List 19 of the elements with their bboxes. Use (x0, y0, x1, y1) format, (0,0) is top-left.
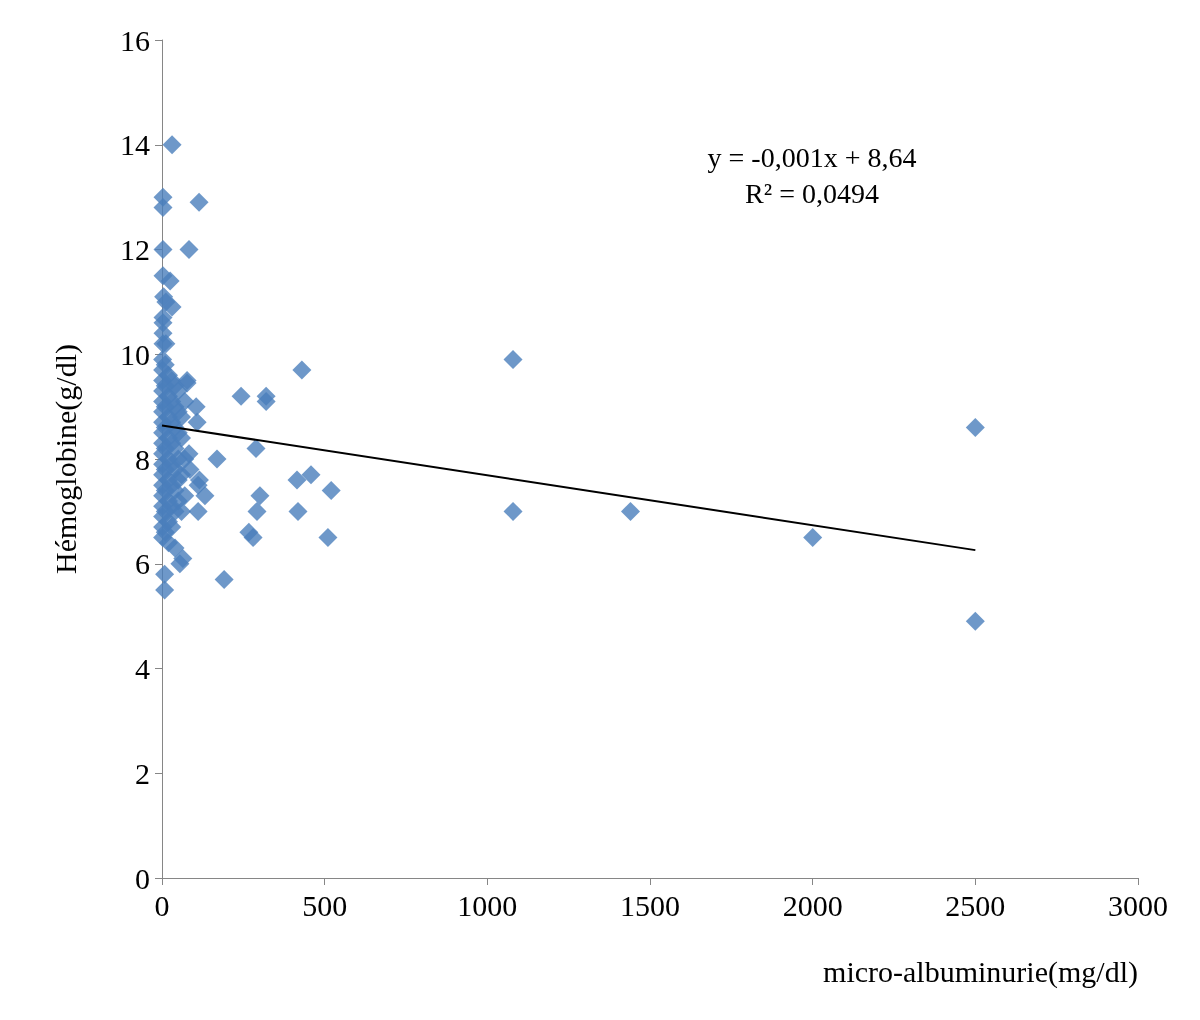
y-tick-label: 10 (120, 337, 150, 371)
annotation: y = -0,001x + 8,64 (707, 141, 917, 173)
y-axis-title: Hémoglobine(g/dl) (48, 344, 83, 574)
y-tick-label: 16 (120, 23, 150, 57)
x-tick-label: 500 (302, 888, 348, 922)
y-tick-label: 14 (120, 128, 150, 162)
x-tick-label: 2000 (782, 888, 843, 922)
annotation: R² = 0,0494 (745, 177, 879, 209)
y-tick-label: 8 (135, 442, 150, 476)
x-tick-label: 1500 (620, 888, 680, 922)
x-axis-title: micro-albuminurie(mg/dl) (823, 954, 1138, 989)
y-tick-label: 2 (135, 756, 150, 790)
y-tick-label: 12 (120, 233, 150, 266)
y-tick-label: 4 (135, 652, 150, 685)
x-tick-label: 3000 (1108, 888, 1168, 922)
y-tick-label: 0 (135, 861, 150, 895)
x-tick-label: 1000 (457, 888, 518, 922)
x-tick-label: 2500 (945, 888, 1006, 922)
y-tick-label: 6 (135, 547, 150, 581)
